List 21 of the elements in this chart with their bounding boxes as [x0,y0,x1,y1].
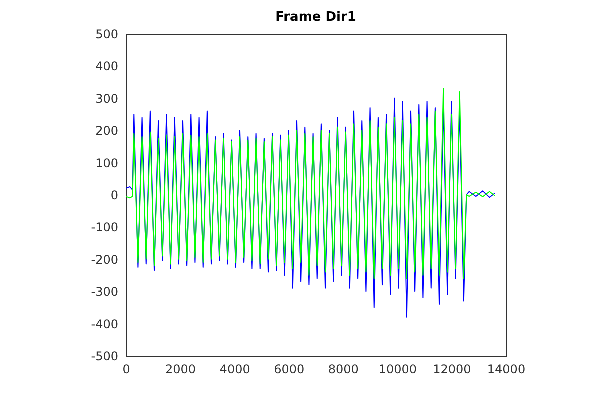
y-tick-label: -300 [91,285,118,300]
x-tick-label: 4000 [220,362,250,376]
y-tick-label: 300 [96,92,118,106]
x-tick-label: 6000 [274,362,305,376]
y-tick-label: -400 [91,317,118,332]
x-tick-label: 12000 [433,362,472,376]
y-tick-label: -200 [91,252,118,267]
x-tick-label: 14000 [487,362,526,376]
y-tick-label: 0 [110,188,118,202]
chart-title: Frame Dir1 [276,10,356,25]
x-tick-label: 10000 [378,362,418,376]
y-tick-label: 500 [96,28,118,42]
x-tick-label: 2000 [166,362,196,376]
x-tick-label: 8000 [328,362,359,376]
y-tick-label: -100 [91,220,118,235]
y-tick-label: 100 [96,156,118,170]
y-tick-label: -500 [91,350,118,364]
y-tick-label: 400 [96,60,118,74]
line-series [126,88,496,280]
y-tick-label: 200 [96,124,118,138]
x-tick-label: 0 [122,362,130,376]
